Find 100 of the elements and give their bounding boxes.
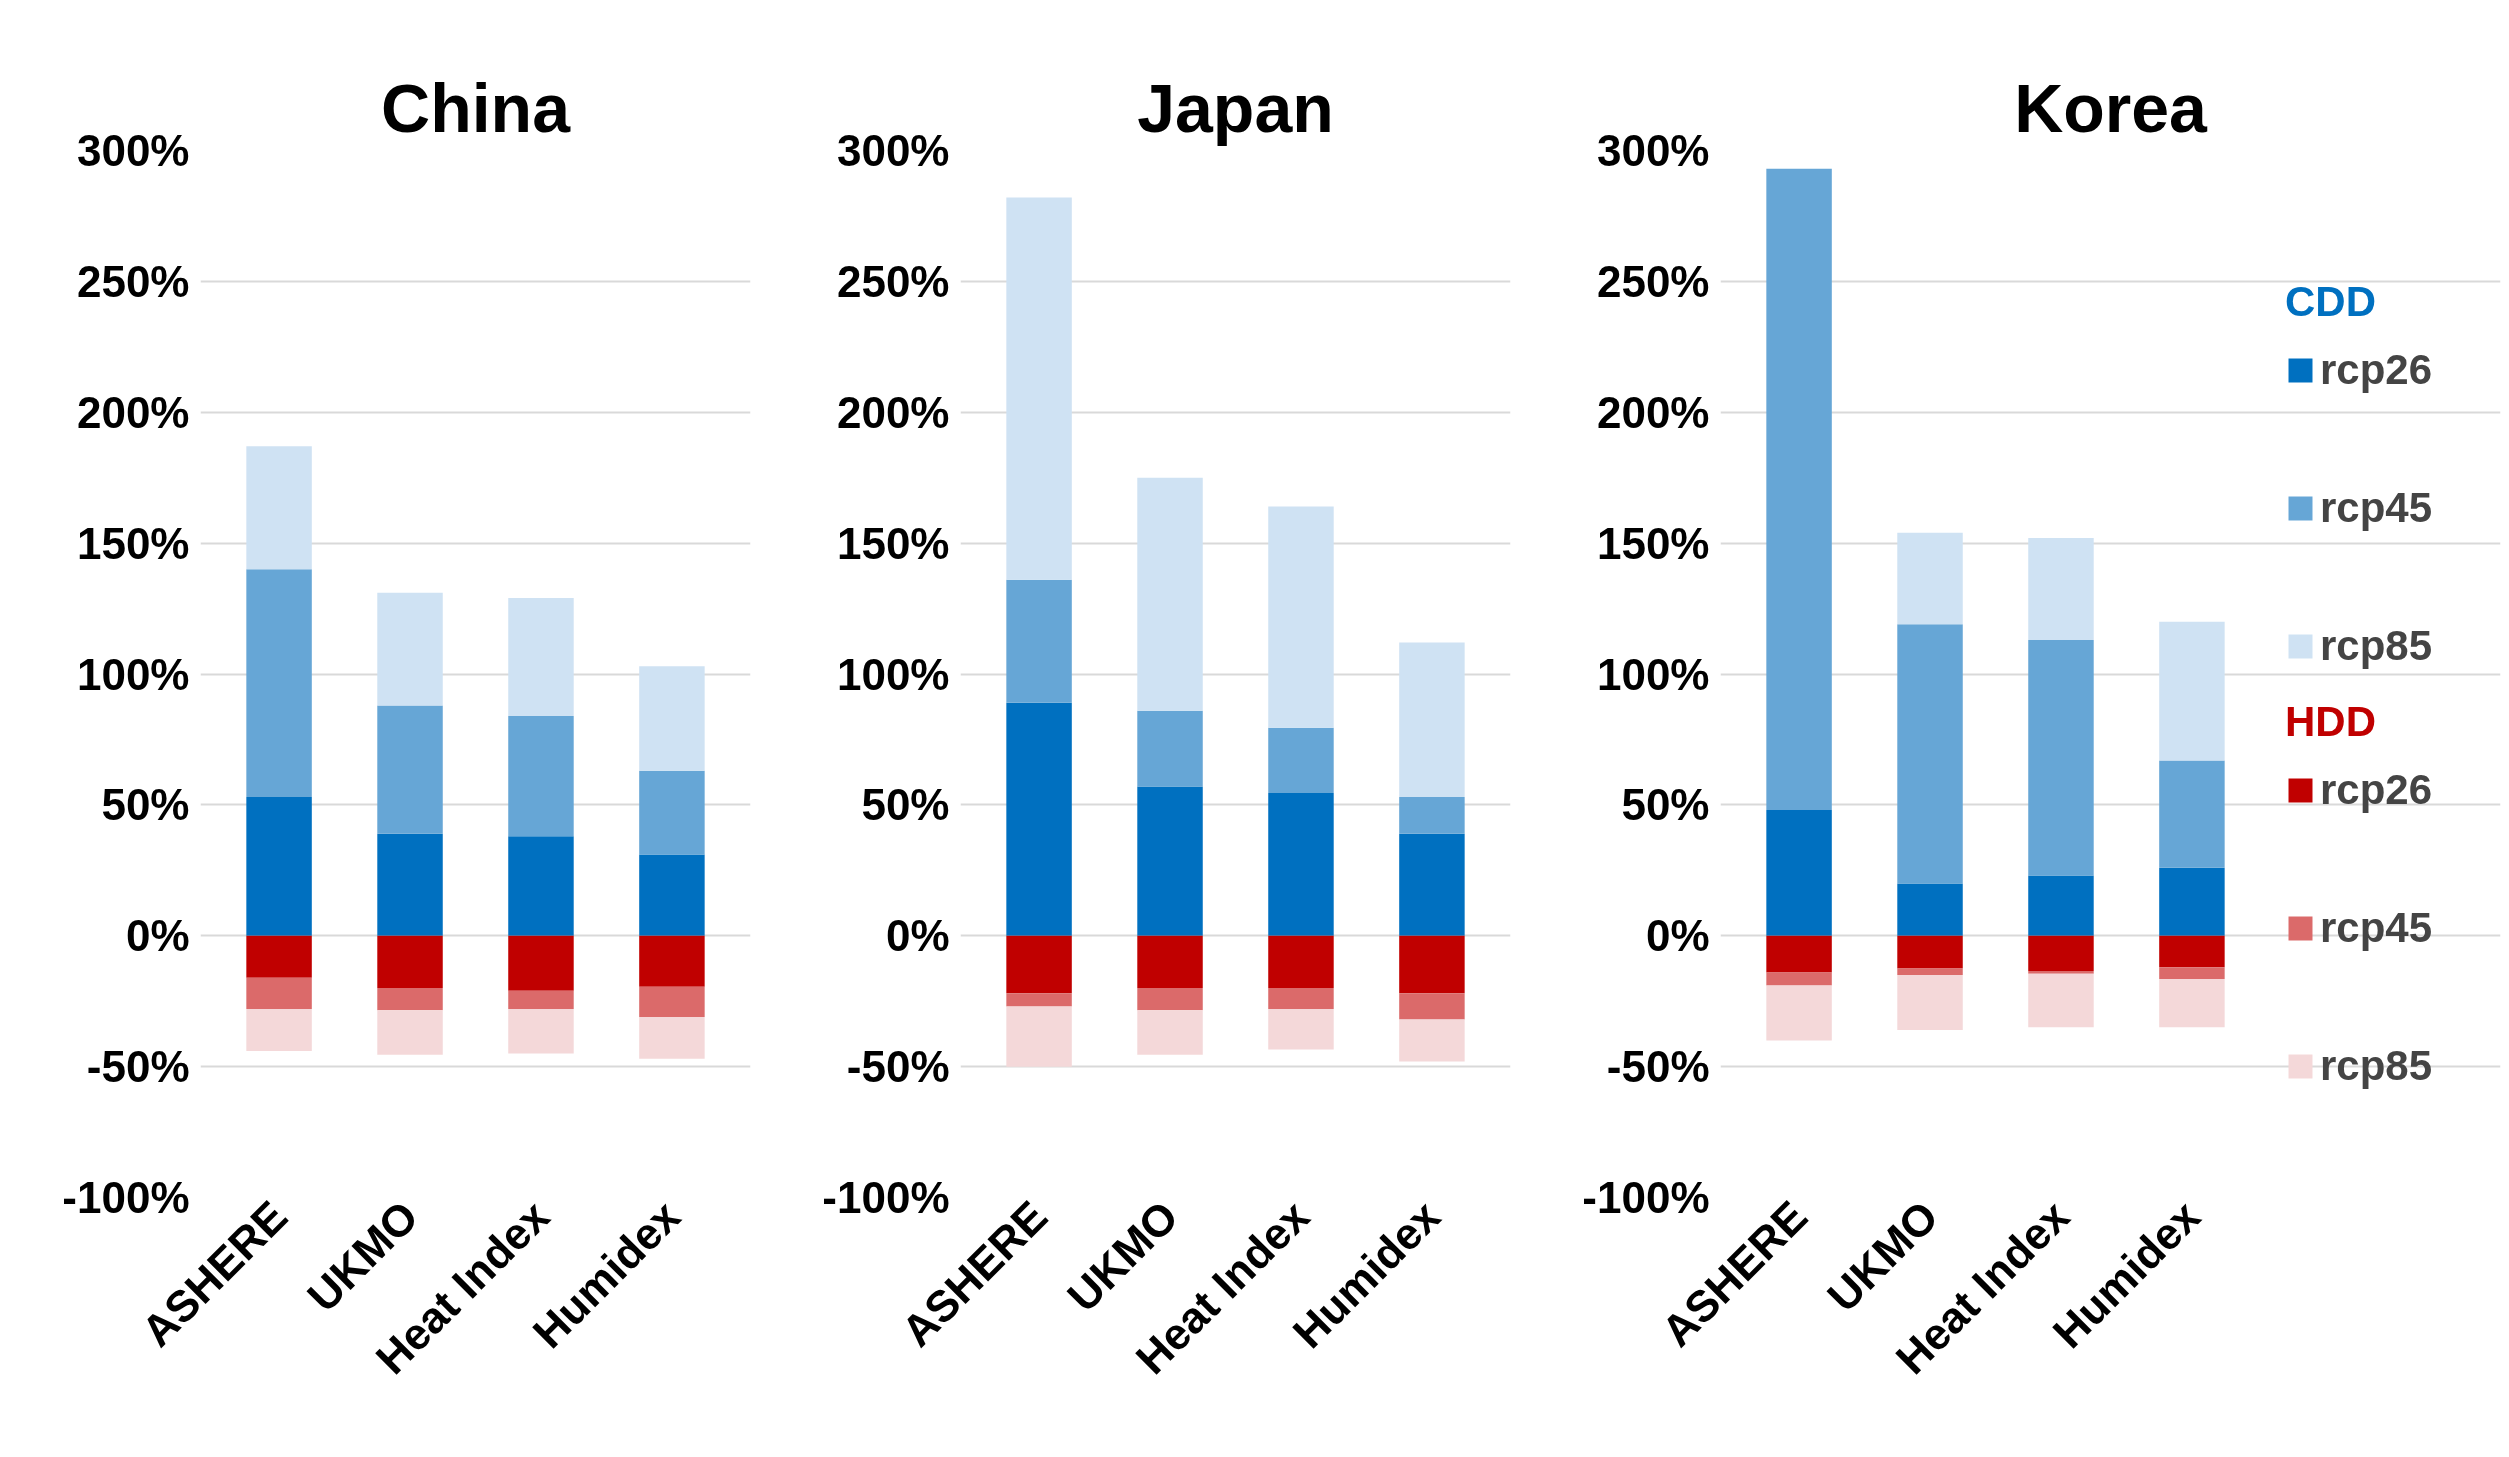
bar — [246, 569, 312, 798]
bar — [1137, 786, 1203, 936]
bar — [1766, 810, 1832, 936]
chart-title: Korea — [2014, 69, 2209, 146]
bar — [1766, 935, 1832, 973]
legend-label: rcp85 — [2320, 1042, 2433, 1090]
bar — [246, 797, 312, 936]
y-tick-label: 300% — [836, 126, 950, 175]
bar — [246, 1009, 312, 1051]
bar — [1137, 988, 1203, 1011]
bar — [246, 935, 312, 978]
bar — [1897, 883, 1963, 936]
bar — [508, 935, 574, 991]
y-tick-label: 0% — [885, 911, 950, 961]
bar — [2159, 978, 2225, 1028]
bar — [1006, 579, 1072, 703]
y-tick-label: 50% — [1621, 780, 1710, 830]
bar — [1137, 477, 1203, 711]
bar — [2159, 621, 2225, 761]
text: HDD — [2285, 698, 2377, 746]
y-tick-label: 200% — [76, 387, 190, 437]
bar — [377, 592, 443, 706]
bar — [2028, 935, 2094, 972]
y-tick-label: 200% — [836, 387, 950, 437]
bar — [2028, 973, 2094, 1028]
y-tick-label: 250% — [76, 256, 190, 306]
bar — [1399, 935, 1465, 994]
y-tick-label: 200% — [1596, 387, 1710, 437]
bar — [508, 836, 574, 936]
bar — [1399, 797, 1465, 834]
bar — [2159, 867, 2225, 936]
bar — [639, 986, 705, 1017]
bar — [377, 705, 443, 834]
y-tick-label: 50% — [101, 780, 190, 830]
chart-title: China — [381, 69, 572, 146]
bar — [377, 988, 443, 1011]
bar — [1399, 1019, 1465, 1062]
legend-label: rcp26 — [2320, 346, 2433, 394]
bar — [1006, 993, 1072, 1007]
bar — [639, 935, 705, 987]
y-tick-label: 250% — [836, 256, 950, 306]
bar — [1137, 935, 1203, 989]
bar — [2028, 537, 2094, 640]
bar — [508, 1009, 574, 1054]
y-tick-label: -50% — [86, 1042, 190, 1092]
bar — [1268, 1009, 1334, 1050]
y-tick-label: 0% — [1645, 911, 1710, 961]
bar — [1897, 624, 1963, 884]
bar — [1897, 532, 1963, 625]
bar — [1137, 1010, 1203, 1055]
bar — [1766, 985, 1832, 1041]
y-tick-label: 300% — [1596, 126, 1710, 175]
bar — [1399, 642, 1465, 798]
y-tick-label: 100% — [836, 649, 950, 699]
bar — [639, 854, 705, 936]
bar — [377, 833, 443, 936]
bar — [508, 990, 574, 1010]
bar — [1399, 993, 1465, 1020]
bar — [1897, 935, 1963, 969]
bar — [1006, 1006, 1072, 1067]
bar — [1268, 506, 1334, 728]
bar — [377, 935, 443, 989]
bar — [2159, 935, 2225, 968]
bar — [639, 770, 705, 855]
bar — [1897, 975, 1963, 1030]
y-tick-label: 150% — [836, 518, 950, 568]
y-tick-label: 50% — [861, 780, 950, 830]
bar — [1006, 702, 1072, 936]
bar — [2028, 971, 2094, 974]
legend-label: rcp26 — [2320, 766, 2433, 814]
bar — [377, 1010, 443, 1055]
bar — [508, 598, 574, 716]
bar — [639, 1016, 705, 1059]
chart-title: Japan — [1137, 69, 1334, 146]
y-tick-label: -50% — [846, 1042, 950, 1092]
bar — [1006, 935, 1072, 994]
bar — [1268, 727, 1334, 794]
y-tick-label: 100% — [76, 649, 190, 699]
legend-label: rcp45 — [2320, 484, 2433, 532]
bar — [246, 977, 312, 1010]
bar — [246, 446, 312, 570]
bar — [2028, 639, 2094, 876]
bar — [508, 715, 574, 837]
bar — [2159, 760, 2225, 868]
bar — [1006, 197, 1072, 580]
bar — [1766, 168, 1832, 811]
bar — [2159, 967, 2225, 979]
legend-label: rcp45 — [2320, 904, 2433, 952]
bar — [1268, 935, 1334, 989]
bar — [1897, 968, 1963, 976]
y-tick-label: 300% — [76, 126, 190, 175]
text: CDD — [2285, 278, 2377, 326]
y-tick-label: 250% — [1596, 256, 1710, 306]
y-tick-label: 0% — [125, 911, 190, 961]
bar — [1399, 833, 1465, 936]
bar — [639, 666, 705, 771]
legend-label: rcp85 — [2320, 622, 2433, 670]
bar — [1268, 793, 1334, 936]
y-tick-label: 150% — [76, 518, 190, 568]
y-tick-label: 100% — [1596, 649, 1710, 699]
